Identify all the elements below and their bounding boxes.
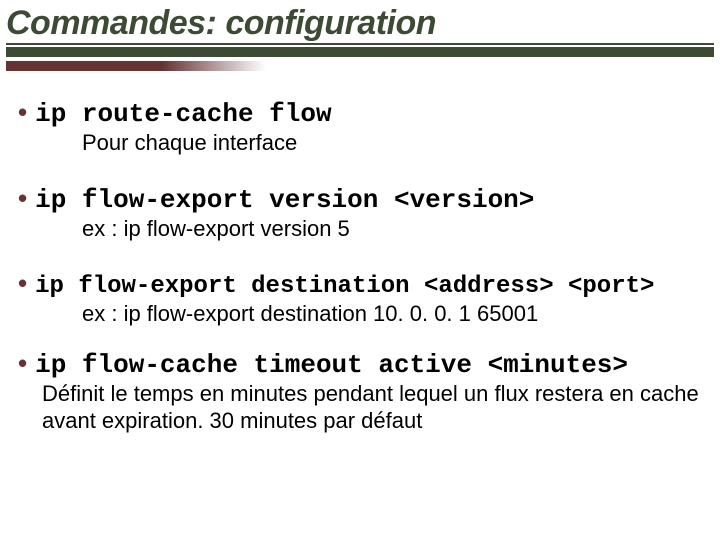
command-text: ip flow-export version <version> [35,185,534,215]
command-line: • ip flow-export version <version> [18,185,702,215]
bullet-icon: • [18,270,27,296]
command-text: ip flow-export destination <address> <po… [35,273,654,300]
slide: Commandes: configuration • ip route-cach… [0,0,720,540]
gradient-bar [6,61,266,71]
list-item: • ip flow-cache timeout active <minutes>… [18,350,702,435]
list-item: • ip flow-export version <version> ex : … [18,185,702,243]
description-text: Définit le temps en minutes pendant lequ… [42,380,702,435]
rule-thick [6,47,714,57]
bullet-icon: • [18,185,27,211]
command-line: • ip route-cache flow [18,99,702,129]
description-text: ex : ip flow-export version 5 [18,215,702,243]
list-item: • ip flow-export destination <address> <… [18,270,702,328]
bullet-icon: • [18,99,27,125]
bullet-icon: • [18,350,27,376]
description-text: ex : ip flow-export destination 10. 0. 0… [18,300,702,328]
command-line: • ip flow-export destination <address> <… [18,270,702,300]
command-line: • ip flow-cache timeout active <minutes> [18,350,702,380]
content: • ip route-cache flow Pour chaque interf… [0,71,720,435]
slide-title: Commandes: configuration [0,0,720,43]
description-text: Pour chaque interface [18,129,702,157]
command-text: ip flow-cache timeout active <minutes> [35,350,628,380]
rule-thin [6,43,714,45]
command-text: ip route-cache flow [35,99,331,129]
list-item: • ip route-cache flow Pour chaque interf… [18,99,702,157]
title-rules [6,43,714,71]
